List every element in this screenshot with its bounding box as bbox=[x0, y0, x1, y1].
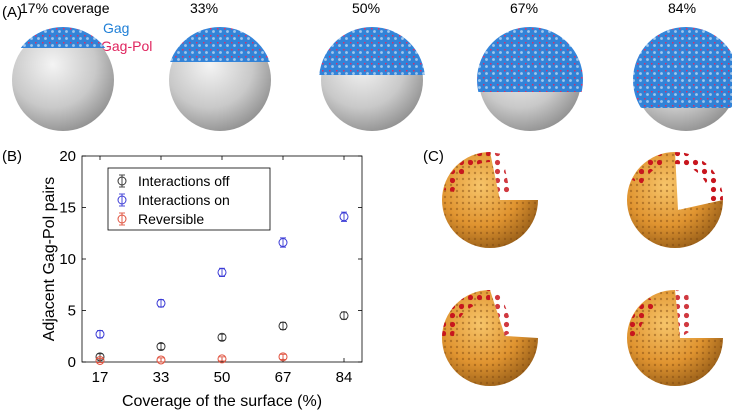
y-axis-label: Adjacent Gag-Pol pairs bbox=[41, 177, 58, 342]
data-point bbox=[217, 354, 227, 364]
panel-a-label: (A) bbox=[2, 4, 22, 21]
legend-marker bbox=[117, 214, 127, 224]
panel-c-sphere-3 bbox=[442, 290, 538, 386]
x-tick-label: 50 bbox=[214, 369, 231, 386]
chart-axes: 0 5 10 15 20 17 33 50 67 84 Coverage of the surfac… bbox=[41, 148, 363, 410]
legend-label: Interactions on bbox=[138, 192, 230, 208]
legend-label: Reversible bbox=[138, 211, 204, 227]
coverage-label-17: 17% coverage bbox=[20, 0, 110, 16]
sphere-50 bbox=[319, 27, 425, 131]
panel-b-label: (B) bbox=[2, 148, 22, 165]
data-point bbox=[217, 267, 227, 277]
x-tick-label: 33 bbox=[153, 369, 170, 386]
panel-c-sphere-4 bbox=[627, 290, 723, 386]
y-tick-label: 10 bbox=[59, 251, 76, 268]
coverage-label-50: 50% bbox=[352, 0, 381, 16]
data-point bbox=[95, 329, 105, 339]
coverage-label-33: 33% bbox=[190, 0, 219, 16]
data-point bbox=[156, 342, 166, 352]
data-point bbox=[339, 311, 349, 321]
coverage-label-84: 84% bbox=[668, 0, 697, 16]
data-point bbox=[95, 355, 105, 365]
y-tick-label: 0 bbox=[68, 354, 76, 371]
legend-gag-pol: Gag-Pol bbox=[101, 38, 153, 54]
chart-legend: Interactions off Interactions on Reversibl… bbox=[107, 167, 271, 231]
panel-c-sphere-2 bbox=[627, 152, 723, 248]
x-axis-label: Coverage of the surface (%) bbox=[122, 393, 322, 410]
data-point bbox=[278, 321, 288, 331]
legend-marker bbox=[117, 176, 127, 186]
legend-marker bbox=[117, 195, 127, 205]
data-point bbox=[156, 298, 166, 308]
legend-label: Interactions off bbox=[138, 173, 230, 189]
x-tick-label: 17 bbox=[92, 369, 109, 386]
data-point bbox=[278, 238, 288, 248]
panel-a-spheres bbox=[12, 27, 732, 131]
data-point bbox=[339, 212, 349, 222]
coverage-label-67: 67% bbox=[510, 0, 539, 16]
sphere-17 bbox=[12, 27, 114, 131]
y-tick-label: 5 bbox=[68, 303, 76, 320]
legend-gag: Gag bbox=[103, 20, 130, 36]
data-point bbox=[156, 355, 166, 365]
y-tick-label: 15 bbox=[59, 200, 76, 217]
x-tick-label: 67 bbox=[275, 369, 292, 386]
sphere-67 bbox=[477, 27, 583, 131]
legend-box bbox=[107, 167, 271, 231]
panel-c-sphere-1 bbox=[442, 152, 538, 248]
chart-marks bbox=[95, 211, 349, 365]
sphere-33 bbox=[169, 27, 271, 131]
panel-c-spheres bbox=[442, 152, 723, 386]
panel-b-chart: 0 5 10 15 20 17 33 50 67 84 Coverage of the surfac… bbox=[41, 148, 363, 410]
panel-c-label: (C) bbox=[423, 148, 444, 165]
y-tick-label: 20 bbox=[59, 148, 76, 165]
x-tick-label: 84 bbox=[336, 369, 353, 386]
sphere-84 bbox=[633, 27, 732, 131]
data-point bbox=[278, 352, 288, 362]
data-point bbox=[217, 332, 227, 342]
